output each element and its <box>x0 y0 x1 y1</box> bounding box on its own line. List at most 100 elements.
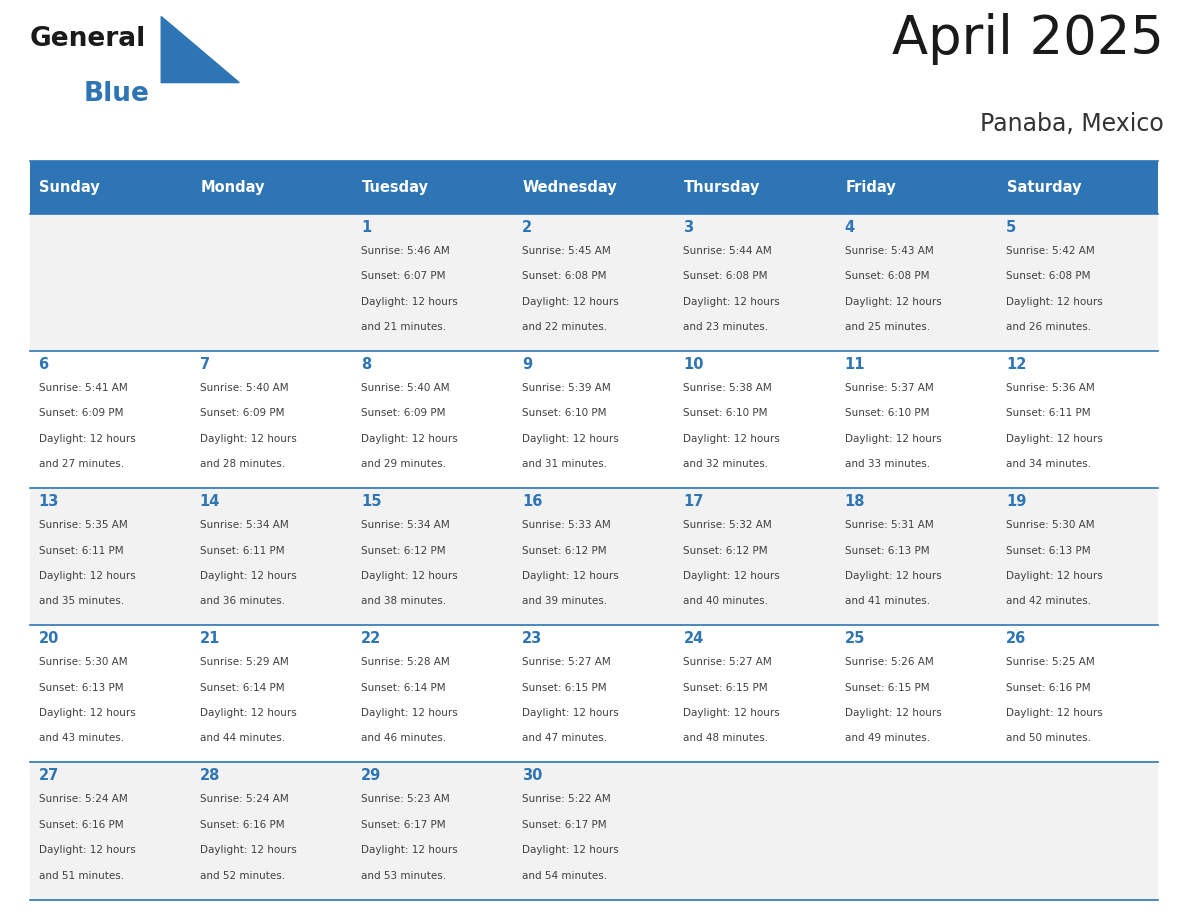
Text: Sunrise: 5:26 AM: Sunrise: 5:26 AM <box>845 657 934 667</box>
Text: Sunset: 6:09 PM: Sunset: 6:09 PM <box>200 409 284 419</box>
Text: Sunrise: 5:31 AM: Sunrise: 5:31 AM <box>845 521 934 530</box>
Text: and 43 minutes.: and 43 minutes. <box>38 733 124 744</box>
Text: and 51 minutes.: and 51 minutes. <box>38 870 124 880</box>
Text: Sunrise: 5:27 AM: Sunrise: 5:27 AM <box>523 657 611 667</box>
Text: Sunrise: 5:37 AM: Sunrise: 5:37 AM <box>845 383 934 393</box>
Text: Sunset: 6:11 PM: Sunset: 6:11 PM <box>200 545 284 555</box>
Text: Sunrise: 5:35 AM: Sunrise: 5:35 AM <box>38 521 127 530</box>
Bar <box>513 161 675 214</box>
Text: Sunset: 6:08 PM: Sunset: 6:08 PM <box>845 271 929 281</box>
Text: Sunrise: 5:24 AM: Sunrise: 5:24 AM <box>38 794 127 804</box>
Bar <box>352 763 513 900</box>
Text: 11: 11 <box>845 357 865 372</box>
Text: Daylight: 12 hours: Daylight: 12 hours <box>845 708 941 718</box>
Text: Panaba, Mexico: Panaba, Mexico <box>980 112 1164 137</box>
Text: Daylight: 12 hours: Daylight: 12 hours <box>361 708 457 718</box>
Text: Daylight: 12 hours: Daylight: 12 hours <box>683 708 781 718</box>
Text: Daylight: 12 hours: Daylight: 12 hours <box>38 708 135 718</box>
Text: and 47 minutes.: and 47 minutes. <box>523 733 607 744</box>
Text: 3: 3 <box>683 219 694 235</box>
Bar <box>191 488 352 625</box>
Text: 8: 8 <box>361 357 372 372</box>
Bar <box>191 625 352 763</box>
Text: Sunrise: 5:40 AM: Sunrise: 5:40 AM <box>361 383 449 393</box>
Text: Tuesday: Tuesday <box>362 180 429 195</box>
Text: Sunrise: 5:38 AM: Sunrise: 5:38 AM <box>683 383 772 393</box>
Text: Sunrise: 5:32 AM: Sunrise: 5:32 AM <box>683 521 772 530</box>
Text: 15: 15 <box>361 494 381 509</box>
Text: 30: 30 <box>523 768 543 783</box>
Text: Sunrise: 5:40 AM: Sunrise: 5:40 AM <box>200 383 289 393</box>
Text: and 40 minutes.: and 40 minutes. <box>683 597 769 606</box>
Text: Daylight: 12 hours: Daylight: 12 hours <box>523 708 619 718</box>
Text: 21: 21 <box>200 632 220 646</box>
Text: Sunrise: 5:23 AM: Sunrise: 5:23 AM <box>361 794 450 804</box>
Bar <box>997 351 1158 488</box>
Bar <box>836 488 997 625</box>
Text: Daylight: 12 hours: Daylight: 12 hours <box>523 845 619 856</box>
Text: Thursday: Thursday <box>684 180 760 195</box>
Text: Sunday: Sunday <box>39 180 100 195</box>
Text: Sunset: 6:11 PM: Sunset: 6:11 PM <box>38 545 124 555</box>
Text: Daylight: 12 hours: Daylight: 12 hours <box>1006 297 1102 307</box>
Bar <box>997 488 1158 625</box>
Bar <box>191 763 352 900</box>
Text: Daylight: 12 hours: Daylight: 12 hours <box>38 571 135 581</box>
Text: Daylight: 12 hours: Daylight: 12 hours <box>361 433 457 443</box>
Text: Daylight: 12 hours: Daylight: 12 hours <box>683 433 781 443</box>
Bar <box>352 161 513 214</box>
Text: Sunrise: 5:28 AM: Sunrise: 5:28 AM <box>361 657 450 667</box>
Text: and 49 minutes.: and 49 minutes. <box>845 733 930 744</box>
Text: Sunrise: 5:36 AM: Sunrise: 5:36 AM <box>1006 383 1094 393</box>
Text: Sunset: 6:09 PM: Sunset: 6:09 PM <box>361 409 446 419</box>
Text: and 36 minutes.: and 36 minutes. <box>200 597 285 606</box>
Text: Sunset: 6:11 PM: Sunset: 6:11 PM <box>1006 409 1091 419</box>
Bar <box>513 214 675 351</box>
Text: 28: 28 <box>200 768 220 783</box>
Text: Sunrise: 5:25 AM: Sunrise: 5:25 AM <box>1006 657 1094 667</box>
Bar <box>191 351 352 488</box>
Text: 4: 4 <box>845 219 855 235</box>
Text: Friday: Friday <box>846 180 896 195</box>
Text: Daylight: 12 hours: Daylight: 12 hours <box>200 845 297 856</box>
Bar <box>675 351 836 488</box>
Text: Daylight: 12 hours: Daylight: 12 hours <box>200 433 297 443</box>
Text: Sunset: 6:16 PM: Sunset: 6:16 PM <box>200 820 284 830</box>
Text: Daylight: 12 hours: Daylight: 12 hours <box>361 845 457 856</box>
Text: Daylight: 12 hours: Daylight: 12 hours <box>523 571 619 581</box>
Text: Sunset: 6:12 PM: Sunset: 6:12 PM <box>361 545 446 555</box>
Text: and 29 minutes.: and 29 minutes. <box>361 459 447 469</box>
Text: Daylight: 12 hours: Daylight: 12 hours <box>361 571 457 581</box>
Text: Sunset: 6:14 PM: Sunset: 6:14 PM <box>361 683 446 693</box>
Text: Sunrise: 5:29 AM: Sunrise: 5:29 AM <box>200 657 289 667</box>
Text: and 33 minutes.: and 33 minutes. <box>845 459 930 469</box>
Text: 13: 13 <box>38 494 59 509</box>
Text: Daylight: 12 hours: Daylight: 12 hours <box>1006 571 1102 581</box>
Text: Daylight: 12 hours: Daylight: 12 hours <box>200 571 297 581</box>
Bar <box>352 214 513 351</box>
Text: and 28 minutes.: and 28 minutes. <box>200 459 285 469</box>
Text: and 22 minutes.: and 22 minutes. <box>523 322 607 332</box>
Bar <box>30 351 191 488</box>
Bar <box>997 161 1158 214</box>
Text: Daylight: 12 hours: Daylight: 12 hours <box>845 433 941 443</box>
Text: Sunset: 6:13 PM: Sunset: 6:13 PM <box>38 683 124 693</box>
Text: Daylight: 12 hours: Daylight: 12 hours <box>683 571 781 581</box>
Text: Daylight: 12 hours: Daylight: 12 hours <box>38 433 135 443</box>
Text: and 46 minutes.: and 46 minutes. <box>361 733 447 744</box>
Text: 27: 27 <box>38 768 59 783</box>
Bar <box>30 625 191 763</box>
Text: and 48 minutes.: and 48 minutes. <box>683 733 769 744</box>
Text: 26: 26 <box>1006 632 1026 646</box>
Text: Wednesday: Wednesday <box>523 180 618 195</box>
Text: Sunset: 6:10 PM: Sunset: 6:10 PM <box>683 409 767 419</box>
Text: and 27 minutes.: and 27 minutes. <box>38 459 124 469</box>
Text: and 21 minutes.: and 21 minutes. <box>361 322 447 332</box>
Text: and 26 minutes.: and 26 minutes. <box>1006 322 1091 332</box>
Bar <box>513 625 675 763</box>
Bar <box>352 351 513 488</box>
Text: and 54 minutes.: and 54 minutes. <box>523 870 607 880</box>
Bar <box>836 214 997 351</box>
Text: Daylight: 12 hours: Daylight: 12 hours <box>523 297 619 307</box>
Text: Sunrise: 5:30 AM: Sunrise: 5:30 AM <box>1006 521 1094 530</box>
